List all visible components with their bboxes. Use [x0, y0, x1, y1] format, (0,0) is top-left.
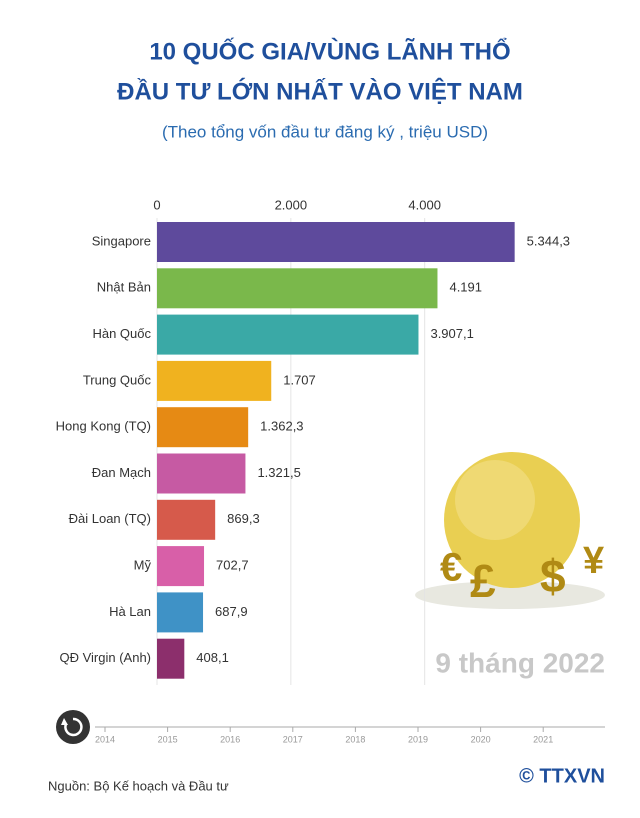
category-label: QĐ Virgin (Anh): [59, 650, 151, 665]
value-label: 1.321,5: [257, 465, 300, 480]
timeline-label: 2017: [283, 734, 303, 744]
bar: [157, 268, 438, 309]
play-button[interactable]: [56, 710, 90, 744]
logo: © TTXVN: [519, 765, 605, 787]
globe-decoration: € £ $ ¥: [415, 452, 605, 609]
timeline-label: 2020: [471, 734, 491, 744]
timeline-label: 2015: [158, 734, 178, 744]
svg-text:¥: ¥: [583, 540, 604, 582]
bar: [157, 360, 272, 401]
value-label: 4.191: [449, 280, 482, 295]
category-label: Mỹ: [134, 558, 152, 573]
timeline-label: 2018: [345, 734, 365, 744]
timeline-label: 2021: [533, 734, 553, 744]
category-label: Hàn Quốc: [92, 326, 151, 341]
value-label: 869,3: [227, 511, 260, 526]
svg-text:$: $: [540, 550, 566, 602]
value-label: 687,9: [215, 604, 248, 619]
category-label: Đan Mạch: [92, 465, 151, 480]
timeline-label: 2016: [220, 734, 240, 744]
source-note: Nguồn: Bộ Kế hoạch và Đầu tư: [48, 778, 229, 793]
category-label: Đài Loan (TQ): [69, 511, 151, 526]
bar: [157, 407, 249, 448]
category-label: Singapore: [92, 233, 151, 248]
timeline-label: 2019: [408, 734, 428, 744]
value-label: 5.344,3: [527, 233, 570, 248]
bar: [157, 499, 216, 540]
value-label: 408,1: [196, 650, 229, 665]
category-label: Trung Quốc: [83, 372, 152, 387]
category-label: Hà Lan: [109, 604, 151, 619]
bar: [157, 546, 205, 587]
svg-text:£: £: [470, 555, 496, 607]
bar: [157, 314, 419, 355]
category-label: Nhật Bản: [97, 280, 151, 295]
value-label: 702,7: [216, 558, 249, 573]
value-label: 1.362,3: [260, 419, 303, 434]
value-label: 3.907,1: [430, 326, 473, 341]
bar: [157, 638, 185, 679]
bar: [157, 222, 515, 262]
x-tick-label: 0: [153, 197, 160, 212]
value-label: 1.707: [283, 372, 316, 387]
chart-subtitle: (Theo tổng vốn đầu tư đăng ký , triệu US…: [162, 122, 488, 141]
x-tick-label: 2.000: [275, 197, 308, 212]
bar: [157, 592, 204, 633]
category-label: Hong Kong (TQ): [56, 419, 151, 434]
chart-title: ĐẦU TƯ LỚN NHẤT VÀO VIỆT NAM: [117, 77, 523, 105]
period-annotation: 9 tháng 2022: [435, 647, 605, 678]
chart-title: 10 QUỐC GIA/VÙNG LÃNH THỔ: [149, 37, 510, 65]
bar: [157, 453, 246, 494]
timeline-label: 2014: [95, 734, 115, 744]
x-tick-label: 4.000: [408, 197, 441, 212]
svg-text:€: €: [440, 546, 462, 590]
